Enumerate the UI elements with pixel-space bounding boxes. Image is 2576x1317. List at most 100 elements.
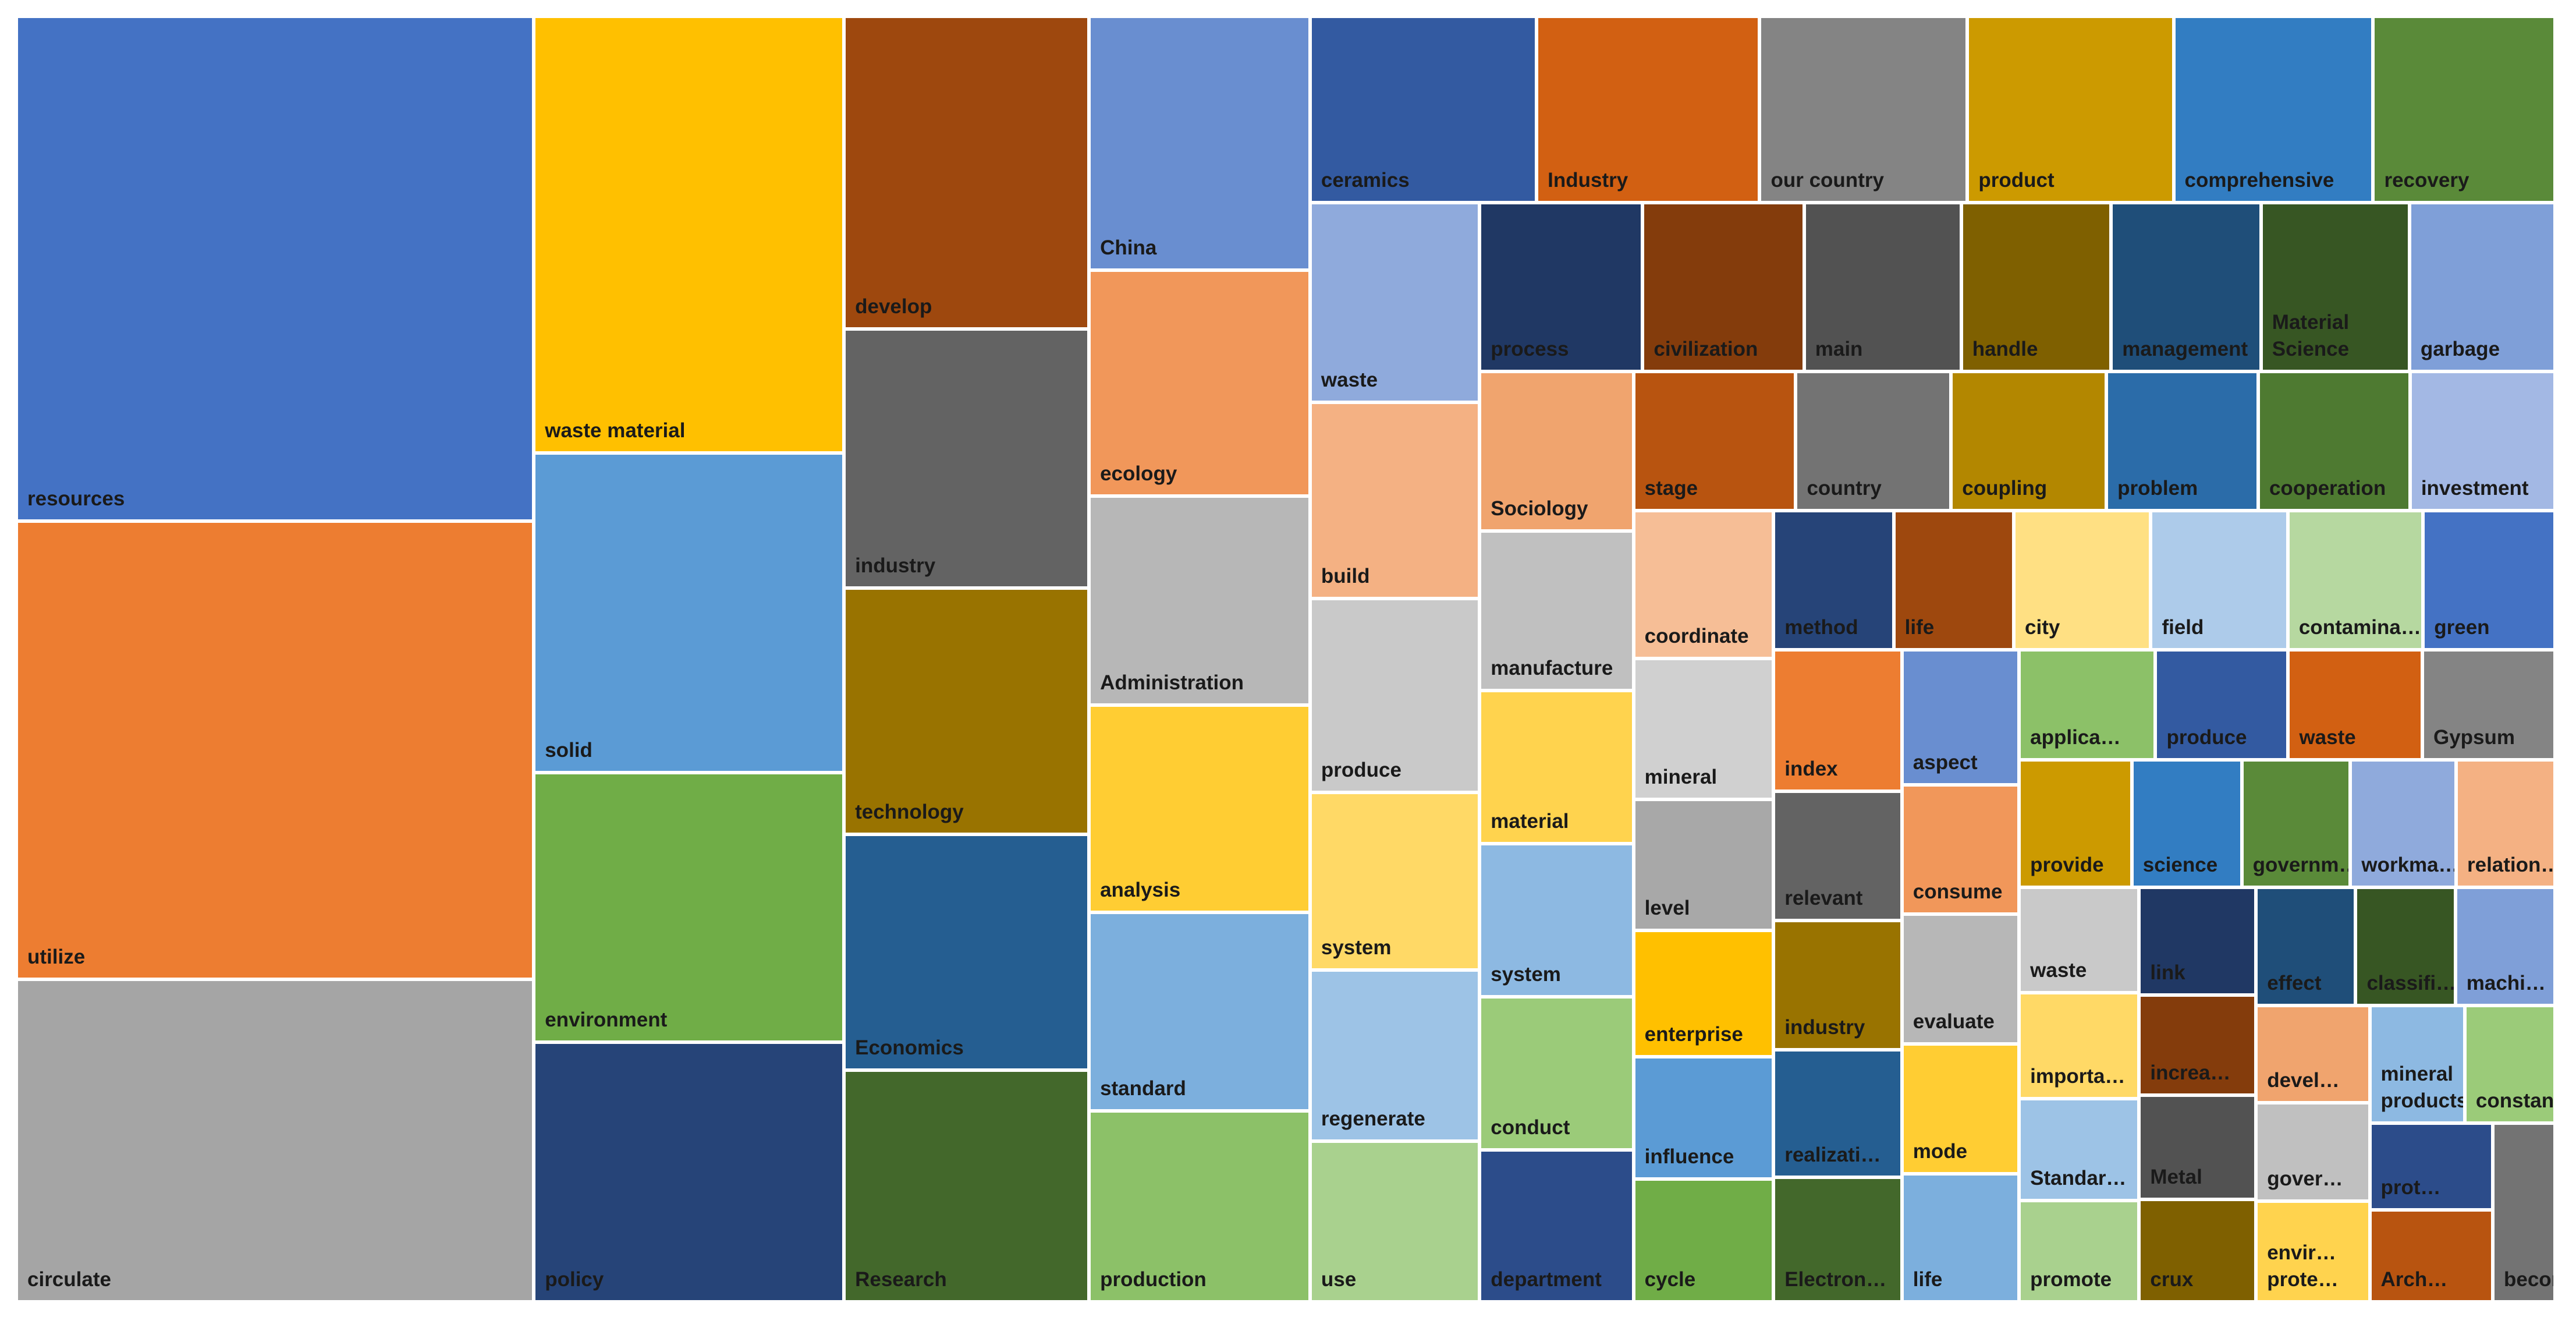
treemap-cell: aspect (1901, 649, 2020, 785)
cell-label: ecology (1100, 462, 1177, 485)
cell-label: effect (2267, 971, 2322, 994)
cell-label: increa… (2150, 1061, 2231, 1085)
cell-label: life (1904, 615, 1935, 639)
treemap-cell: problem (2106, 371, 2258, 511)
treemap-cell: material (1479, 690, 1634, 844)
treemap-cell: produce (1310, 598, 1480, 793)
cell-label: build (1321, 564, 1370, 587)
treemap-cell: mode (1901, 1044, 2020, 1174)
cell-label: circulate (27, 1268, 111, 1291)
cell-label: industry (1784, 1015, 1865, 1039)
treemap-cell: cycle (1633, 1179, 1774, 1302)
cell-label: system (1491, 963, 1561, 986)
treemap-cell: field (2151, 510, 2288, 650)
cell-label: influence (1644, 1145, 1734, 1169)
treemap-cell: build (1310, 402, 1480, 599)
cell-label: enterprise (1644, 1022, 1743, 1046)
cell-label: classifi… (2366, 971, 2456, 994)
cell-label: Electron… (1784, 1268, 1887, 1291)
treemap-cell: solid (534, 453, 845, 773)
treemap-cell: utilize (16, 521, 534, 980)
treemap-cell: method (1773, 510, 1894, 650)
cell-label: use (1321, 1268, 1357, 1291)
cell-label: mineral products (2380, 1063, 2465, 1113)
treemap-cell: ceramics (1310, 16, 1537, 203)
treemap-cell: investment (2410, 371, 2555, 511)
cell-label: main (1815, 337, 1863, 360)
cell-label: field (2162, 615, 2204, 639)
cell-label: Gypsum (2433, 725, 2515, 749)
cell-label: mode (1913, 1140, 1968, 1163)
treemap: resources utilize circulate waste material s… (16, 16, 2555, 1302)
cell-label: department (1491, 1268, 1602, 1291)
cell-label: Standar… (2030, 1167, 2127, 1190)
cell-label: civilization (1654, 337, 1758, 360)
treemap-cell: waste (2288, 649, 2422, 760)
cell-label: solid (545, 738, 592, 762)
cell-label: realizati… (1784, 1143, 1881, 1167)
cell-label: city (2025, 615, 2060, 639)
cell-label: garbage (2420, 337, 2500, 360)
treemap-cell: contamina… (2287, 510, 2424, 650)
treemap-cell: envir… prote… (2256, 1201, 2370, 1302)
treemap-cell: evaluate (1901, 914, 2020, 1045)
cell-label: manufacture (1491, 656, 1613, 679)
treemap-cell: ecology (1089, 270, 1310, 496)
cell-label: problem (2117, 476, 2198, 500)
treemap-cell: prot… (2369, 1123, 2493, 1210)
treemap-cell: system (1310, 792, 1480, 971)
cell-label: country (1807, 476, 1882, 500)
treemap-cell: governm… (2241, 759, 2351, 888)
cell-label: China (1100, 236, 1157, 259)
treemap-cell: recovery (2373, 16, 2555, 203)
treemap-cell: life (1893, 510, 2014, 650)
cell-label: Economics (855, 1036, 964, 1060)
treemap-cell: classifi… (2355, 887, 2456, 1006)
cell-label: Industry (1548, 168, 1628, 192)
cell-label: product (1978, 168, 2055, 192)
cell-label: applica… (2030, 725, 2121, 749)
cell-label: policy (545, 1268, 604, 1291)
cell-label: level (1644, 896, 1690, 919)
treemap-cell: Standar… (2019, 1098, 2139, 1201)
treemap-cell: coupling (1951, 371, 2107, 511)
cell-label: recovery (2384, 168, 2469, 192)
cell-label: Material Science (2272, 310, 2350, 360)
cell-label: Metal (2150, 1166, 2202, 1189)
treemap-cell: green (2423, 510, 2555, 650)
treemap-cell: mineral (1633, 658, 1774, 799)
treemap-cell: coordinate (1633, 510, 1774, 658)
cell-label: coupling (1962, 476, 2048, 500)
treemap-cell: Research (844, 1070, 1090, 1302)
treemap-cell: enterprise (1633, 930, 1774, 1057)
treemap-cell: Sociology (1479, 371, 1634, 531)
treemap-cell: become (2492, 1123, 2555, 1302)
cell-label: link (2150, 961, 2185, 984)
cell-label: governm… (2252, 854, 2351, 877)
treemap-cell: effect (2256, 887, 2356, 1006)
cell-label: analysis (1100, 879, 1181, 902)
cell-label: green (2434, 615, 2490, 639)
cell-label: consume (1913, 880, 2003, 904)
treemap-cell: resources (16, 16, 534, 522)
treemap-cell: Industry (1537, 16, 1760, 203)
cell-label: relation… (2467, 854, 2555, 877)
cell-label: coordinate (1644, 624, 1749, 647)
treemap-cell: waste (1310, 202, 1480, 402)
cell-label: ceramics (1321, 168, 1410, 192)
treemap-cell: Electron… (1773, 1177, 1902, 1302)
cell-label: regenerate (1321, 1107, 1425, 1131)
treemap-cell: Administration (1089, 495, 1310, 705)
cell-label: cycle (1644, 1268, 1696, 1291)
treemap-cell: waste material (534, 16, 845, 454)
treemap-cell: influence (1633, 1056, 1774, 1180)
cell-label: comprehensive (2184, 168, 2334, 192)
treemap-cell: devel… (2256, 1005, 2370, 1103)
treemap-cell: our country (1759, 16, 1968, 203)
cell-label: material (1491, 809, 1569, 833)
cell-label: evaluate (1913, 1010, 1995, 1033)
cell-label: standard (1100, 1077, 1186, 1100)
cell-label: waste (1321, 368, 1378, 391)
treemap-cell: waste (2019, 887, 2139, 993)
treemap-cell: use (1310, 1141, 1480, 1302)
